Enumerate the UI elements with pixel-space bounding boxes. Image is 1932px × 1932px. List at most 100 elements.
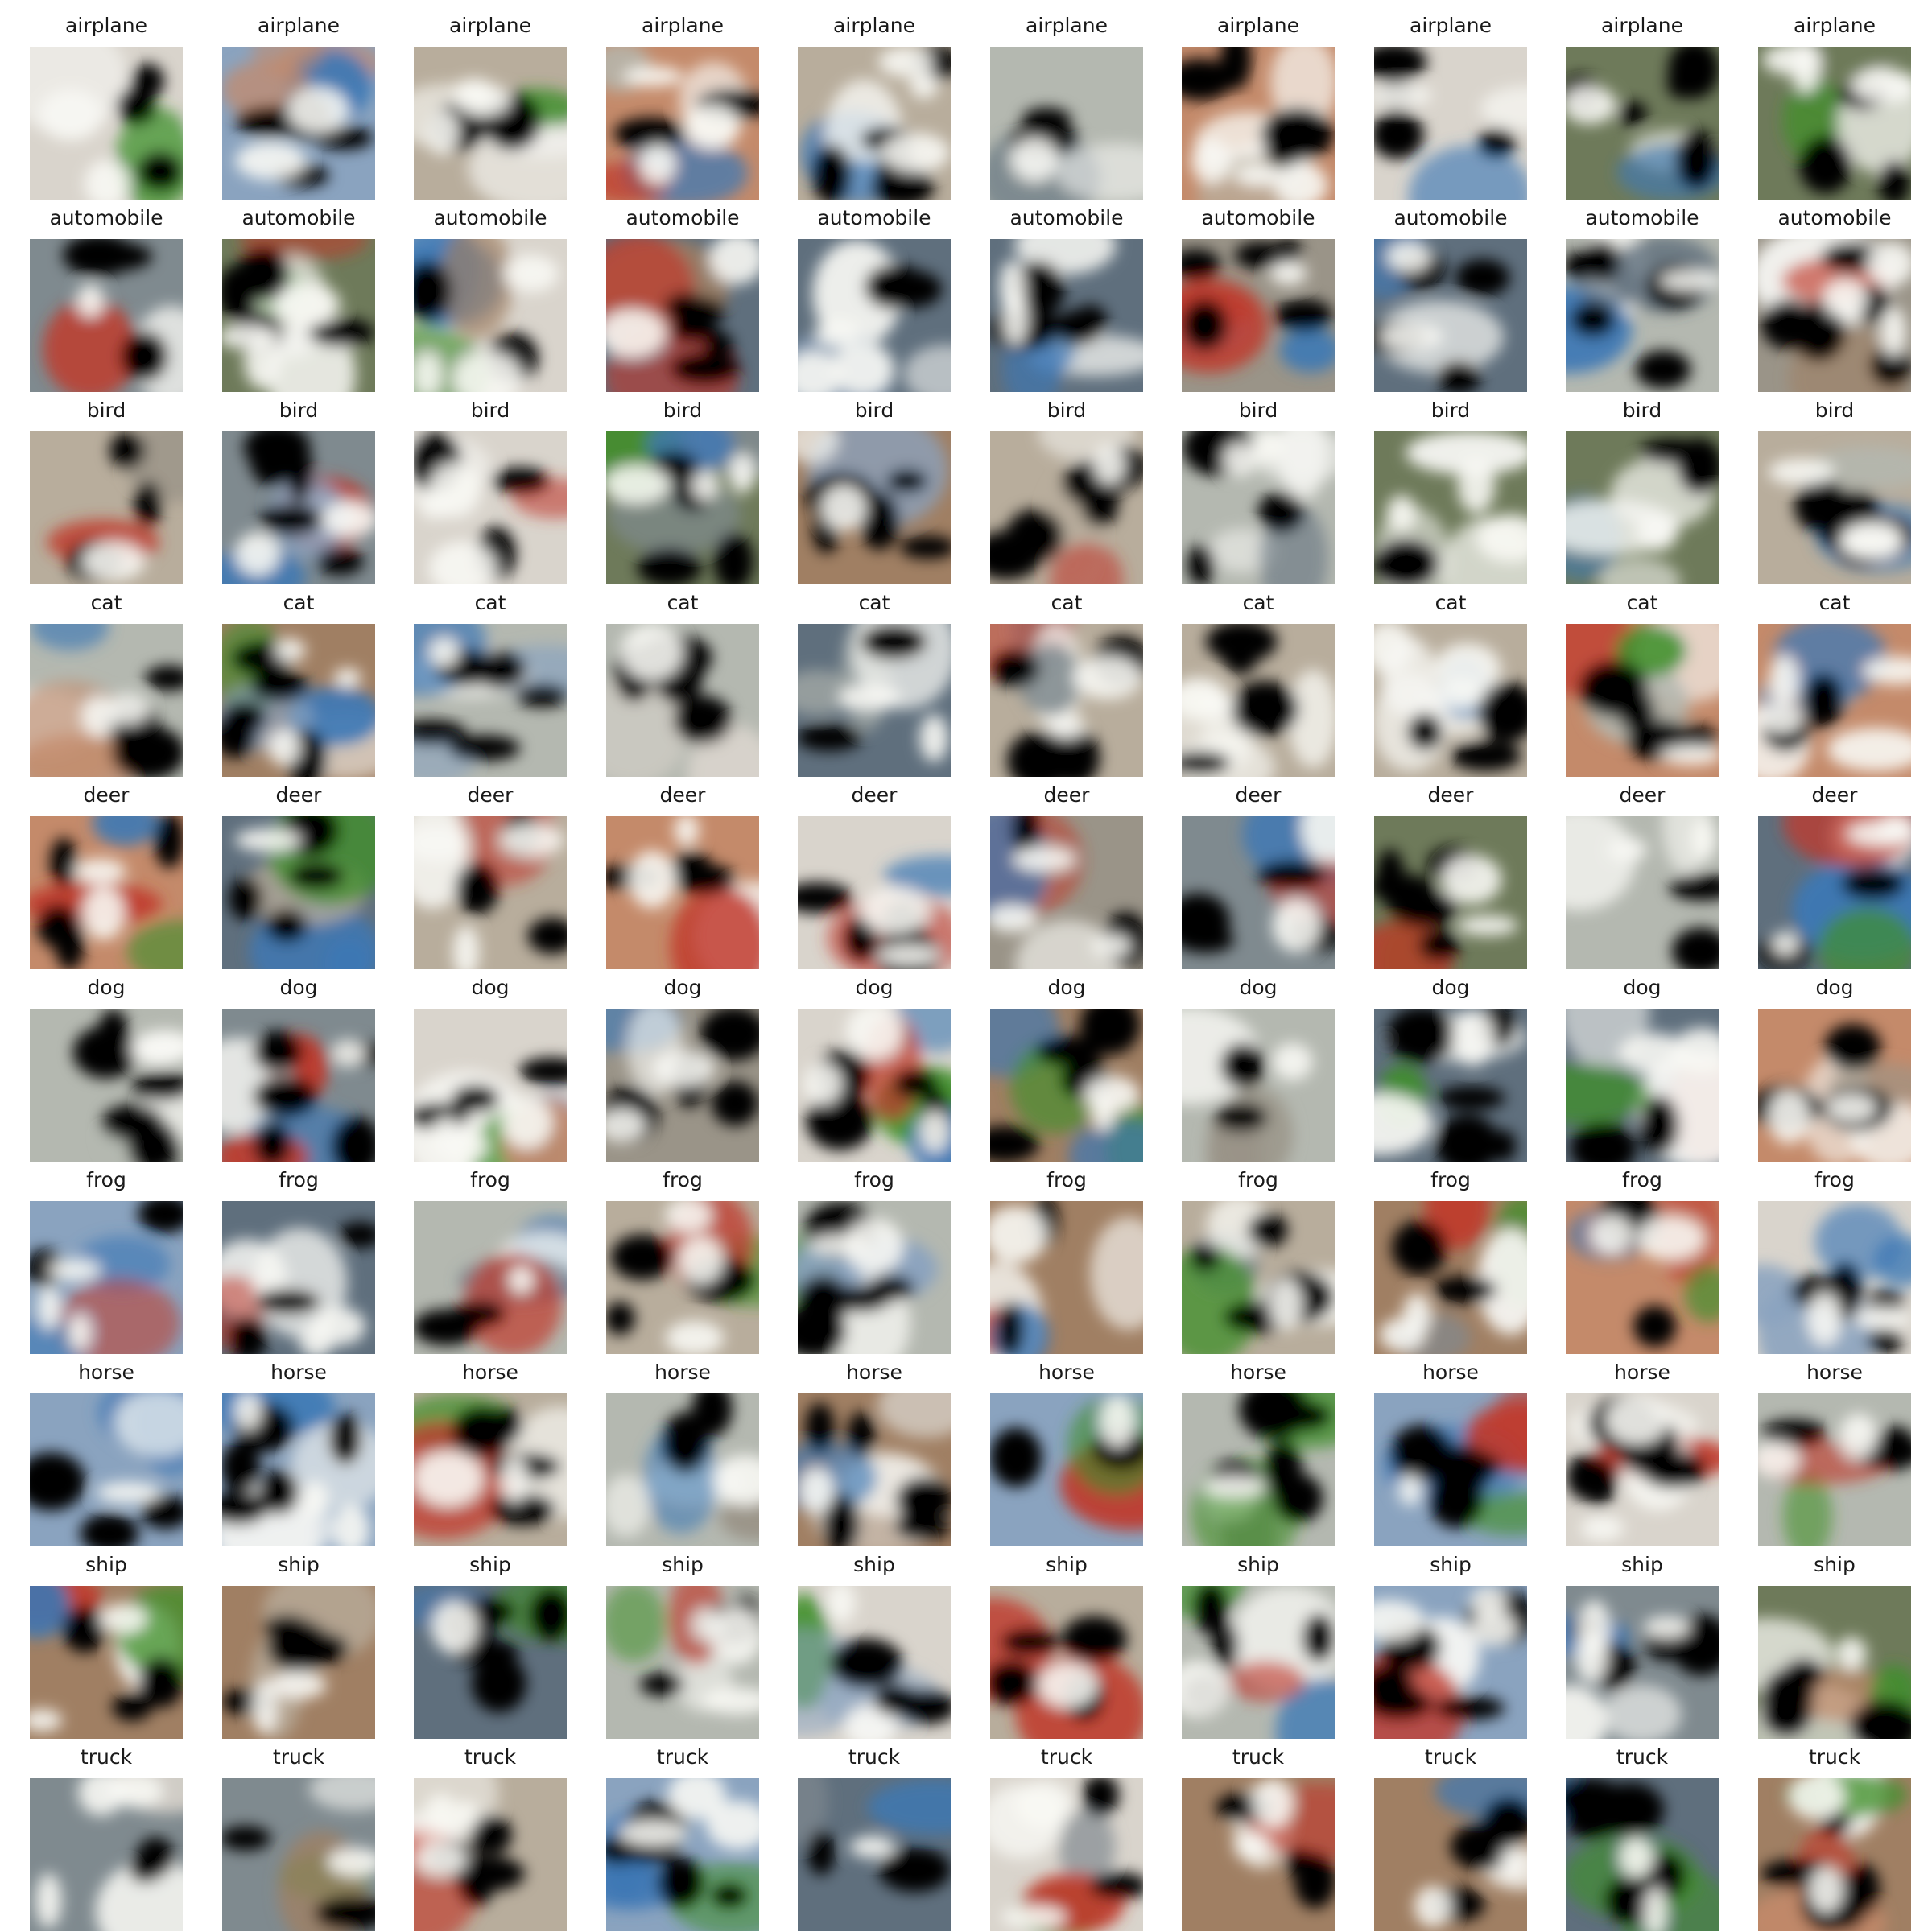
- generated-sample-image: [30, 47, 183, 200]
- generated-sample-image: [798, 1586, 951, 1739]
- class-label: horse: [846, 1360, 902, 1384]
- generated-sample-image: [1566, 239, 1719, 392]
- generated-sample-image: [1758, 1393, 1911, 1546]
- class-label: truck: [80, 1745, 133, 1769]
- generated-sample-image: [1374, 816, 1527, 969]
- class-label: dog: [1239, 976, 1278, 999]
- generated-sample-image: [990, 1586, 1143, 1739]
- class-label: airplane: [1217, 14, 1299, 37]
- class-label: deer: [659, 783, 706, 807]
- generated-sample-image: [1374, 47, 1527, 200]
- class-label: automobile: [1009, 206, 1124, 229]
- generated-sample-image: [1566, 816, 1719, 969]
- class-label: truck: [1040, 1745, 1093, 1769]
- generated-sample-image: [606, 1201, 759, 1354]
- generated-sample-image: [990, 624, 1143, 777]
- class-label: automobile: [817, 206, 931, 229]
- class-label: bird: [1238, 398, 1278, 422]
- class-label: airplane: [642, 14, 724, 37]
- generated-sample-image: [414, 1586, 567, 1739]
- generated-sample-image: [798, 47, 951, 200]
- class-label: bird: [663, 398, 703, 422]
- class-label: bird: [279, 398, 319, 422]
- class-label: automobile: [1585, 206, 1699, 229]
- class-label: cat: [1626, 591, 1658, 614]
- class-label: truck: [1616, 1745, 1669, 1769]
- class-label: dog: [471, 976, 510, 999]
- generated-sample-image: [222, 239, 375, 392]
- generated-sample-image: [1182, 624, 1335, 777]
- class-label: dog: [855, 976, 894, 999]
- generated-sample-image: [990, 47, 1143, 200]
- class-label: automobile: [1201, 206, 1315, 229]
- class-label: dog: [1047, 976, 1086, 999]
- generated-sample-image: [798, 1393, 951, 1546]
- class-label: truck: [656, 1745, 709, 1769]
- class-label: bird: [86, 398, 126, 422]
- class-label: frog: [86, 1168, 126, 1191]
- class-label: bird: [470, 398, 510, 422]
- class-label: horse: [1806, 1360, 1863, 1384]
- class-label: frog: [1430, 1168, 1471, 1191]
- class-label: horse: [1038, 1360, 1095, 1384]
- generated-sample-image: [606, 1778, 759, 1931]
- class-label: horse: [1422, 1360, 1479, 1384]
- class-label: deer: [1043, 783, 1090, 807]
- class-label: ship: [1621, 1553, 1663, 1576]
- generated-sample-image: [990, 1778, 1143, 1931]
- generated-sample-image: [606, 816, 759, 969]
- generated-sample-image: [798, 624, 951, 777]
- class-label: frog: [1238, 1168, 1278, 1191]
- generated-sample-image: [1566, 1393, 1719, 1546]
- generated-sample-image: [1374, 239, 1527, 392]
- generated-sample-image: [1374, 1586, 1527, 1739]
- class-label: truck: [848, 1745, 901, 1769]
- generated-sample-image: [798, 431, 951, 584]
- generated-sample-image: [1758, 47, 1911, 200]
- generated-sample-image: [222, 816, 375, 969]
- generated-sample-image: [414, 1009, 567, 1162]
- generated-sample-image: [30, 1586, 183, 1739]
- generated-sample-image: [990, 816, 1143, 969]
- generated-sample-image: [222, 1778, 375, 1931]
- class-label: deer: [851, 783, 898, 807]
- generated-sample-image: [414, 1393, 567, 1546]
- class-label: horse: [78, 1360, 134, 1384]
- class-label: frog: [1622, 1168, 1662, 1191]
- generated-sample-image: [1566, 1009, 1719, 1162]
- generated-sample-image: [606, 47, 759, 200]
- class-label: ship: [85, 1553, 127, 1576]
- generated-sample-image: [30, 1009, 183, 1162]
- generated-sample-image: [1182, 1393, 1335, 1546]
- generated-sample-image: [990, 1393, 1143, 1546]
- generated-sample-image: [606, 1009, 759, 1162]
- generated-sample-image: [606, 1586, 759, 1739]
- generated-sample-image: [30, 431, 183, 584]
- generated-sample-image: [1182, 239, 1335, 392]
- generated-sample-image: [990, 239, 1143, 392]
- class-label: deer: [467, 783, 514, 807]
- class-label: airplane: [258, 14, 340, 37]
- class-label: deer: [1235, 783, 1282, 807]
- generated-sample-image: [414, 47, 567, 200]
- class-label: truck: [1232, 1745, 1285, 1769]
- generated-sample-image: [1758, 816, 1911, 969]
- generated-sample-image: [222, 1201, 375, 1354]
- generated-sample-image: [222, 431, 375, 584]
- generated-sample-image: [798, 1009, 951, 1162]
- generated-sample-image: [990, 1201, 1143, 1354]
- class-label: ship: [853, 1553, 895, 1576]
- generated-sample-image: [606, 1393, 759, 1546]
- generated-sample-image: [606, 431, 759, 584]
- generated-sample-image: [30, 1778, 183, 1931]
- class-label: frog: [1814, 1168, 1855, 1191]
- class-label: bird: [854, 398, 894, 422]
- generated-sample-image: [1758, 624, 1911, 777]
- class-label: cat: [858, 591, 890, 614]
- generated-sample-image: [798, 1778, 951, 1931]
- class-label: ship: [1430, 1553, 1472, 1576]
- generated-sample-image: [222, 47, 375, 200]
- generated-sample-image: [1566, 47, 1719, 200]
- generated-sample-image: [30, 624, 183, 777]
